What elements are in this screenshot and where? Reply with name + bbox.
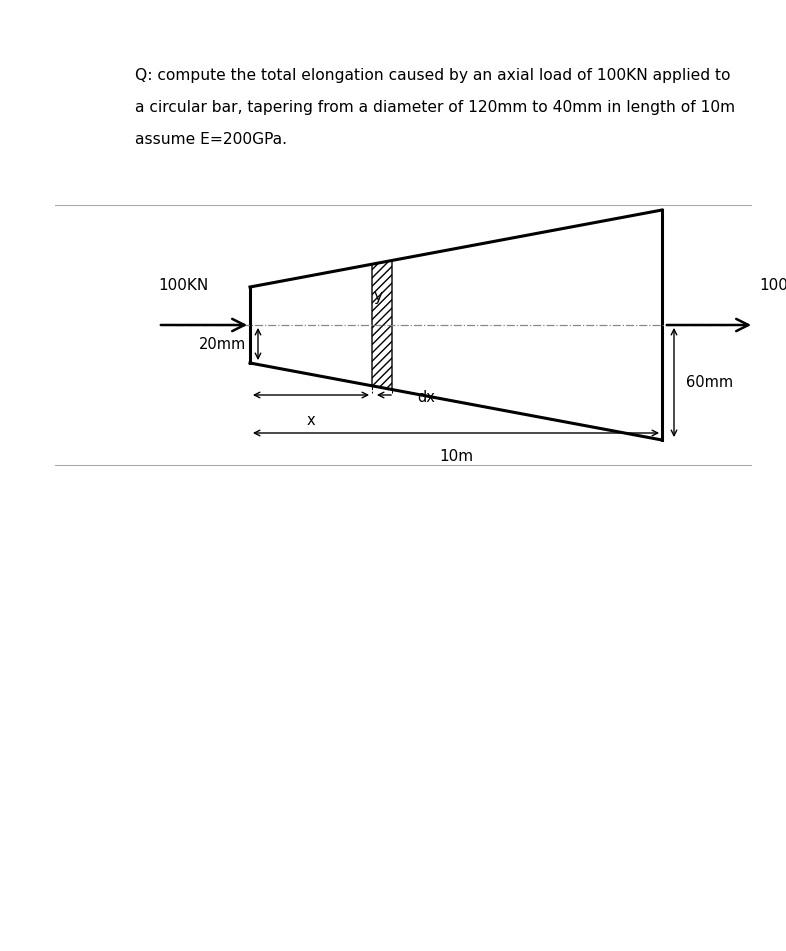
Text: y: y bbox=[373, 289, 383, 303]
Text: dx: dx bbox=[417, 390, 435, 404]
Text: 10m: 10m bbox=[439, 449, 473, 464]
Text: 100KN: 100KN bbox=[158, 278, 208, 293]
Text: x: x bbox=[307, 413, 315, 428]
Text: a circular bar, tapering from a diameter of 120mm to 40mm in length of 10m: a circular bar, tapering from a diameter… bbox=[135, 100, 735, 115]
Text: 100KN: 100KN bbox=[759, 278, 786, 293]
Polygon shape bbox=[372, 261, 392, 390]
Text: 60mm: 60mm bbox=[686, 375, 733, 390]
Text: 20mm: 20mm bbox=[199, 337, 246, 352]
Text: Q: compute the total elongation caused by an axial load of 100KN applied to: Q: compute the total elongation caused b… bbox=[135, 68, 730, 83]
Text: assume E=200GPa.: assume E=200GPa. bbox=[135, 132, 287, 147]
